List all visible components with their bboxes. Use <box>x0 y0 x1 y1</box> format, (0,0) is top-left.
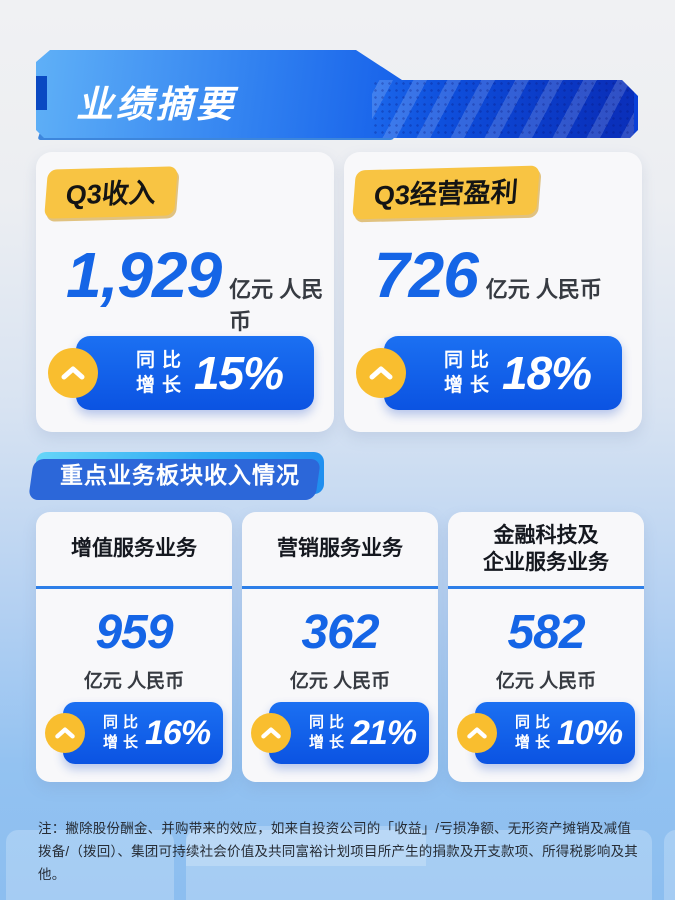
segment-card-marketing: 营销服务业务 362 亿元 人民币 同比 增长 21% <box>242 512 438 782</box>
growth-percent: 21% <box>351 713 417 752</box>
decor-panel <box>6 830 174 900</box>
growth-percent: 10% <box>557 713 623 752</box>
growth-pill: 同比 增长 16% <box>45 702 223 764</box>
kpi-value-row: 726 亿元 人民币 <box>374 238 602 312</box>
growth-label-line2: 增长 <box>103 734 144 751</box>
growth-pill: 同比 增长 15% <box>48 336 314 410</box>
divider <box>448 586 644 589</box>
kpi-unit: 亿元 人民币 <box>485 277 602 302</box>
decor-panel <box>186 830 652 900</box>
segment-unit: 亿元 人民币 <box>83 671 185 692</box>
growth-label: 同比 增长 <box>515 713 555 753</box>
growth-label-line1: 同比 <box>309 714 350 732</box>
segment-value: 362 <box>301 606 379 659</box>
arrow-up-icon <box>457 713 497 753</box>
arrow-up-icon <box>48 348 98 398</box>
growth-label-line2: 增长 <box>309 734 350 751</box>
growth-percent: 15% <box>194 347 284 399</box>
decor-panel <box>664 830 675 900</box>
kpi-unit: 亿元 人民币 <box>229 277 324 334</box>
segment-title-line2: 企业服务业务 <box>483 551 609 574</box>
growth-pill: 同比 增长 18% <box>356 336 622 410</box>
segment-card-vas: 增值服务业务 959 亿元 人民币 同比 增长 16% <box>36 512 232 782</box>
arrow-up-icon <box>251 713 291 753</box>
segment-title: 营销服务业务 <box>242 512 438 586</box>
arrow-up-icon <box>45 713 85 753</box>
segment-unit: 亿元 人民币 <box>495 671 597 692</box>
segment-value: 959 <box>95 606 173 659</box>
segment-title: 金融科技及 企业服务业务 <box>448 512 644 586</box>
arrow-up-icon <box>356 348 406 398</box>
footnote: 注：撇除股份酬金、并购带来的效应，如来自投资公司的「收益」/亏损净额、无形资产摊… <box>38 821 638 882</box>
growth-label: 同比 增长 <box>444 348 496 398</box>
kpi-card-operating-profit: Q3经营盈利 726 亿元 人民币 同比 增长 18% <box>344 152 642 432</box>
growth-percent: 18% <box>502 347 592 399</box>
growth-label: 同比 增长 <box>136 348 188 398</box>
divider <box>36 586 232 589</box>
growth-pill: 同比 增长 21% <box>251 702 429 764</box>
page-title: 业绩摘要 <box>76 84 236 125</box>
kpi-value: 726 <box>374 239 479 311</box>
growth-label-line1: 同比 <box>136 349 189 371</box>
segment-title: 增值服务业务 <box>36 512 232 586</box>
growth-percent: 16% <box>145 713 211 752</box>
growth-label-line1: 同比 <box>444 349 497 371</box>
growth-label-line1: 同比 <box>103 714 144 732</box>
header-banner: 业绩摘要 <box>36 50 638 138</box>
kpi-badge: Q3收入 <box>44 166 178 219</box>
growth-label-line1: 同比 <box>515 714 556 732</box>
growth-label: 同比 增长 <box>309 713 349 753</box>
growth-label-line2: 增长 <box>136 375 189 396</box>
growth-label: 同比 增长 <box>103 713 143 753</box>
divider <box>242 586 438 589</box>
decor-folder-tab <box>186 826 426 866</box>
segment-unit: 亿元 人民币 <box>289 671 391 692</box>
kpi-value: 1,929 <box>66 239 222 311</box>
kpi-value-row: 1,929 亿元 人民币 <box>66 238 334 336</box>
section-title: 重点业务板块收入情况 <box>36 452 324 494</box>
segment-card-fintech: 金融科技及 企业服务业务 582 亿元 人民币 同比 增长 10% <box>448 512 644 782</box>
bar-chart-decor <box>372 80 634 138</box>
accent-bar <box>36 76 47 110</box>
growth-label-line2: 增长 <box>444 375 497 396</box>
segment-title-line1: 增值服务业务 <box>71 537 197 561</box>
kpi-card-revenue: Q3收入 1,929 亿元 人民币 同比 增长 15% <box>36 152 334 432</box>
growth-pill: 同比 增长 10% <box>457 702 635 764</box>
segment-title-line1: 营销服务业务 <box>277 537 403 561</box>
growth-label-line2: 增长 <box>515 734 556 751</box>
segment-value: 582 <box>507 606 585 659</box>
kpi-badge: Q3经营盈利 <box>352 165 540 220</box>
segment-title-line1: 金融科技及 <box>493 523 599 547</box>
